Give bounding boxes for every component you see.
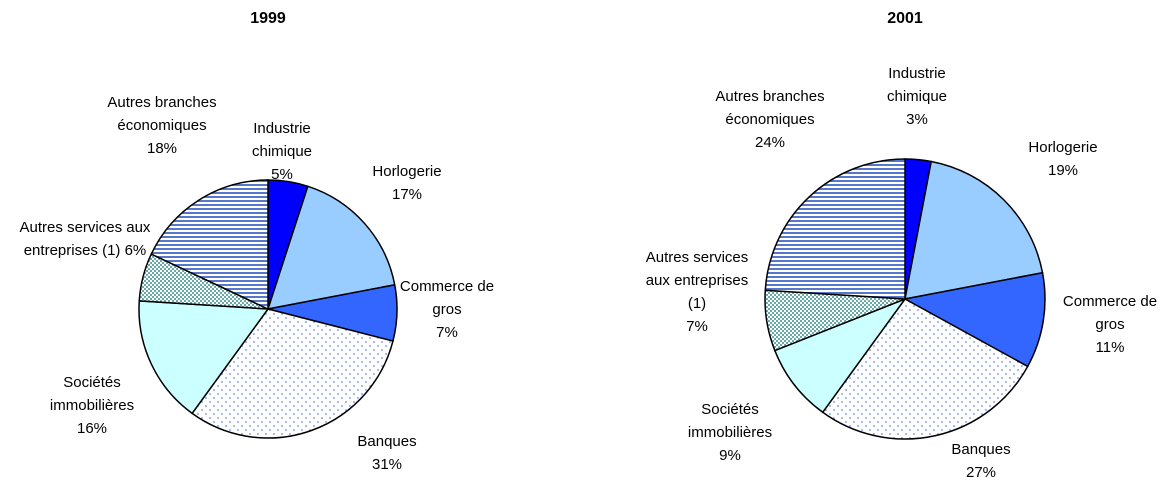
category-label: Commerce de gros xyxy=(1062,293,1158,333)
slice-label: Commerce de gros 11% xyxy=(1050,290,1169,359)
slice-label: Banques 31% xyxy=(342,430,432,476)
value-label: 27% xyxy=(965,464,997,481)
chart-title: 1999 xyxy=(250,10,286,27)
category-label: Horlogerie xyxy=(1028,139,1098,156)
slice-label: Horlogerie 17% xyxy=(362,160,452,206)
chart-title: 2001 xyxy=(887,10,923,27)
value-label: 17% xyxy=(391,186,423,203)
pie-slice xyxy=(191,308,394,439)
slice-label: Autres services aux entreprises (1) 7% xyxy=(637,246,757,338)
slice-label: Sociétés immobilières 9% xyxy=(680,398,780,467)
value-label: 5% xyxy=(271,166,293,183)
category-label: Banques xyxy=(357,433,417,450)
category-label: Industrie chimique xyxy=(886,65,948,105)
category-label: Banques xyxy=(951,441,1011,458)
category-label: Industrie chimique xyxy=(251,120,313,160)
value-label: 19% xyxy=(1047,162,1079,179)
value-label: 9% xyxy=(719,447,741,464)
slice-label: Sociétés immobilières 16% xyxy=(42,371,142,440)
slice-label: Commerce de gros 7% xyxy=(400,275,495,344)
value-label: 7% xyxy=(686,318,708,335)
category-label: Commerce de gros xyxy=(399,278,495,318)
value-label: 31% xyxy=(371,456,403,473)
category-label: Horlogerie xyxy=(372,163,442,180)
slice-label: Banques 27% xyxy=(936,438,1026,484)
slice-label: Autres branches économiques 24% xyxy=(713,85,828,154)
value-label: 18% xyxy=(146,140,178,157)
category-label: Autres services aux entreprises (1) xyxy=(19,219,151,259)
slice-label: Autres services aux entreprises (1) 6% xyxy=(5,216,165,262)
pie-slice xyxy=(150,179,269,311)
pie-slice xyxy=(764,158,906,300)
pie-slice xyxy=(902,271,1046,368)
slice-label: Industrie chimique 5% xyxy=(237,117,327,186)
value-label: 24% xyxy=(754,134,786,151)
value-label: 3% xyxy=(906,111,928,128)
value-label: 6% xyxy=(124,242,147,259)
pie-slice xyxy=(821,298,1029,440)
pie-slice xyxy=(266,185,396,310)
category-label: Autres services aux entreprises (1) xyxy=(645,249,749,312)
value-label: 16% xyxy=(76,420,108,437)
category-label: Autres branches économiques xyxy=(715,88,825,128)
value-label: 7% xyxy=(436,324,458,341)
category-label: Autres branches économiques xyxy=(107,94,217,134)
slice-label: Horlogerie 19% xyxy=(1018,136,1108,182)
slice-label: Industrie chimique 3% xyxy=(872,62,962,131)
pie-slice xyxy=(773,297,908,414)
category-label: Sociétés immobilières xyxy=(687,401,773,441)
pie-slice xyxy=(138,300,270,415)
value-label: 11% xyxy=(1095,339,1125,356)
category-label: Sociétés immobilières xyxy=(49,374,135,414)
slice-label: Autres branches économiques 18% xyxy=(105,91,220,160)
pie-slice xyxy=(904,160,1044,300)
